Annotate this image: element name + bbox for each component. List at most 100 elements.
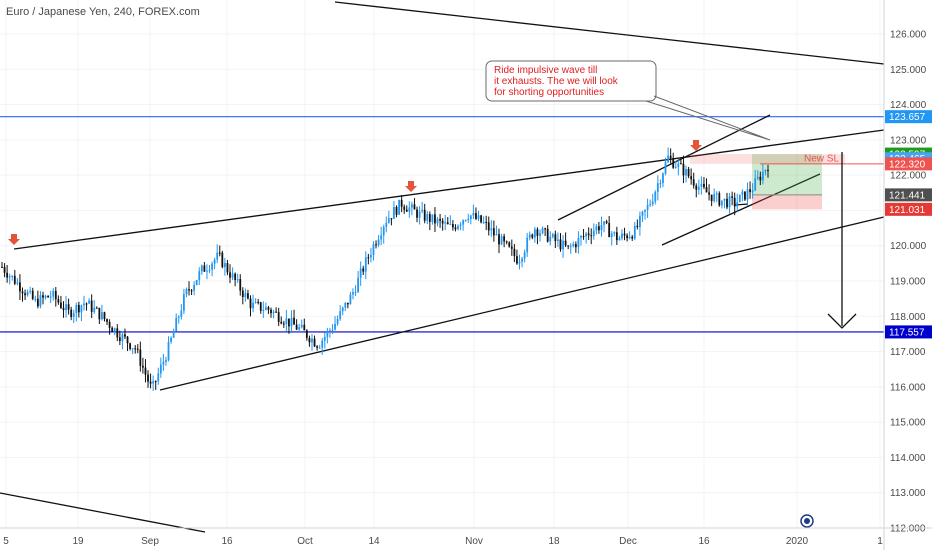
candle-body bbox=[623, 233, 626, 236]
candle-body bbox=[252, 302, 254, 309]
candle-body bbox=[708, 192, 710, 195]
candle-body bbox=[1, 266, 3, 268]
candle-body bbox=[36, 298, 39, 307]
candle-body bbox=[152, 381, 155, 384]
price-label-badge bbox=[885, 188, 932, 202]
candle-body bbox=[288, 318, 290, 327]
candle-body bbox=[654, 191, 657, 202]
candle-body bbox=[113, 328, 116, 332]
trendline[interactable] bbox=[13, 129, 885, 250]
candle-body bbox=[726, 198, 728, 208]
candle-body bbox=[34, 298, 37, 300]
candle-body bbox=[710, 194, 713, 202]
trendline[interactable] bbox=[159, 216, 885, 391]
trendline[interactable] bbox=[557, 114, 771, 221]
candle-body bbox=[462, 220, 465, 225]
candle-body bbox=[211, 263, 213, 270]
candle-body bbox=[639, 215, 641, 228]
candle-body bbox=[344, 302, 347, 308]
candle-body bbox=[423, 209, 426, 221]
candle-body bbox=[421, 209, 424, 212]
candle-body bbox=[234, 273, 237, 280]
candle-body bbox=[641, 211, 644, 216]
candle-body bbox=[370, 254, 372, 258]
candle-body bbox=[475, 213, 477, 219]
time-tick-label: 2020 bbox=[786, 536, 809, 547]
price-tick-label: 117.000 bbox=[890, 347, 926, 358]
candle-body bbox=[598, 226, 600, 231]
candle-body bbox=[621, 233, 623, 239]
candle-body bbox=[198, 271, 201, 281]
candle-body bbox=[559, 239, 562, 250]
candle-body bbox=[275, 311, 278, 313]
candle-body bbox=[77, 304, 80, 313]
candle-body bbox=[223, 263, 226, 268]
candle-body bbox=[446, 222, 449, 225]
candle-body bbox=[262, 310, 265, 312]
candle-body bbox=[247, 293, 249, 299]
candle-body bbox=[139, 349, 142, 366]
candle-body bbox=[569, 246, 572, 248]
candle-body bbox=[720, 200, 723, 206]
candle-body bbox=[367, 257, 370, 259]
price-label-badge bbox=[885, 325, 932, 339]
candle-body bbox=[149, 381, 152, 384]
price-label-text: 121.441 bbox=[889, 190, 926, 201]
candle-body bbox=[618, 238, 621, 241]
candle-body bbox=[144, 367, 147, 375]
price-label-text: 122.320 bbox=[889, 159, 926, 170]
candle-body bbox=[416, 209, 418, 218]
candle-body bbox=[580, 236, 582, 238]
trendline[interactable] bbox=[661, 173, 821, 246]
annotation-pointer bbox=[645, 95, 771, 141]
candle-body bbox=[695, 185, 698, 190]
candle-body bbox=[382, 226, 385, 236]
trendline[interactable] bbox=[334, 1, 885, 65]
candle-body bbox=[472, 213, 475, 216]
candle-body bbox=[95, 307, 98, 309]
candle-body bbox=[390, 218, 393, 220]
candle-body bbox=[505, 241, 508, 243]
candle-body bbox=[182, 294, 185, 311]
candle-body bbox=[126, 336, 129, 344]
candle-body bbox=[659, 183, 662, 185]
candle-body bbox=[495, 234, 498, 236]
candle-body bbox=[75, 304, 78, 314]
time-tick-label: 19 bbox=[72, 536, 84, 547]
candle-body bbox=[167, 341, 170, 361]
candle-body bbox=[544, 228, 547, 230]
price-tick-label: 125.000 bbox=[890, 65, 927, 76]
candle-body bbox=[633, 225, 636, 239]
candle-body bbox=[154, 381, 157, 383]
candle-body bbox=[221, 252, 224, 268]
candle-body bbox=[326, 330, 329, 337]
annotation-box[interactable] bbox=[485, 60, 657, 102]
candle-body bbox=[605, 221, 608, 224]
candle-body bbox=[480, 215, 482, 223]
candle-body bbox=[226, 263, 229, 273]
candle-body bbox=[280, 321, 283, 324]
candle-body bbox=[54, 290, 57, 300]
candle-body bbox=[329, 330, 331, 332]
trendline[interactable] bbox=[0, 492, 206, 533]
candle-body bbox=[175, 317, 178, 332]
loss-zone[interactable] bbox=[752, 194, 822, 210]
target-arrow-head bbox=[827, 313, 857, 329]
candle-body bbox=[590, 235, 593, 237]
candle-body bbox=[101, 312, 103, 320]
candle-body bbox=[26, 291, 29, 296]
candle-body bbox=[610, 233, 613, 238]
price-tick-label: 124.000 bbox=[890, 100, 927, 111]
price-label-text: 117.557 bbox=[889, 327, 925, 338]
candle-body bbox=[331, 329, 334, 331]
candle-body bbox=[359, 268, 362, 278]
candle-body bbox=[459, 224, 462, 226]
candle-body bbox=[57, 299, 60, 303]
candle-body bbox=[636, 225, 639, 228]
candle-body bbox=[47, 295, 50, 298]
candle-body bbox=[679, 163, 682, 165]
annotation-text: Ride impulsive wave till bbox=[494, 65, 597, 76]
candle-body bbox=[67, 304, 70, 310]
